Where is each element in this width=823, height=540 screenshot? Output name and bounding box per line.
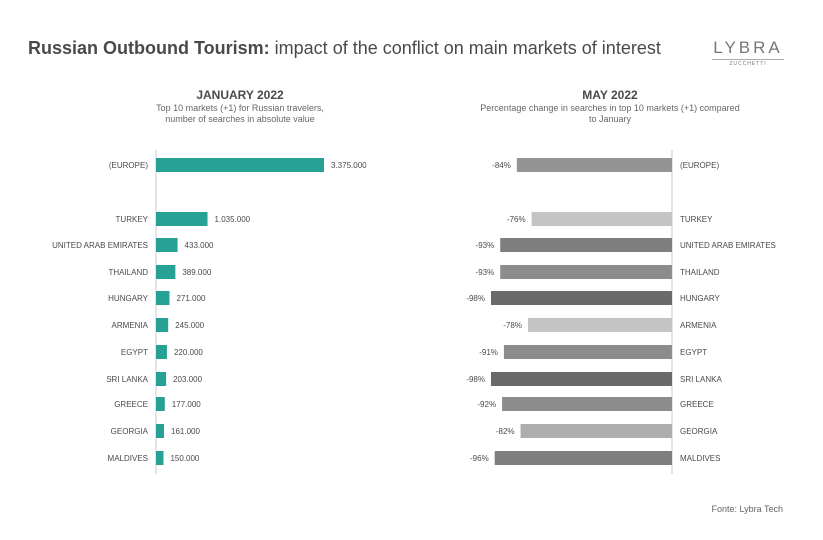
left-chart-title: JANUARY 2022 [196, 88, 284, 102]
right-value-label: -82% [496, 427, 515, 436]
left-category-label: HUNGARY [108, 294, 149, 303]
right-category-label: THAILAND [680, 268, 720, 277]
left-value-label: 177.000 [172, 400, 201, 409]
left-category-label: UNITED ARAB EMIRATES [52, 241, 148, 250]
left-category-label: (EUROPE) [109, 161, 148, 170]
right-bar [527, 318, 672, 332]
right-value-label: -78% [503, 321, 522, 330]
right-category-label: GREECE [680, 400, 714, 409]
right-value-label: -91% [479, 348, 498, 357]
page-title: Russian Outbound Tourism: impact of the … [28, 38, 661, 59]
left-bar [156, 451, 164, 465]
right-value-label: -98% [466, 294, 485, 303]
right-chart-subtitle: Percentage change in searches in top 10 … [455, 103, 765, 125]
right-value-label: -93% [476, 268, 495, 277]
logo-sub: ZUCCHETTI [712, 59, 784, 67]
right-bar [520, 424, 672, 438]
right-bar [502, 397, 672, 411]
right-value-label: -93% [476, 241, 495, 250]
source-note: Fonte: Lybra Tech [711, 504, 783, 514]
left-bar [156, 238, 178, 252]
right-value-label: -92% [477, 400, 496, 409]
left-value-label: 203.000 [173, 375, 202, 384]
left-bar [156, 372, 167, 386]
right-category-label: ARMENIA [680, 321, 717, 330]
right-bar [491, 372, 672, 386]
left-chart-subtitle: Top 10 markets (+1) for Russian traveler… [110, 103, 370, 125]
left-value-label: 161.000 [171, 427, 200, 436]
left-bar [156, 291, 170, 305]
right-category-label: EGYPT [680, 348, 707, 357]
left-value-label: 220.000 [174, 348, 203, 357]
right-bar [500, 265, 672, 279]
right-value-label: -76% [507, 215, 526, 224]
right-category-label: SRI LANKA [680, 375, 722, 384]
right-value-label: -98% [466, 375, 485, 384]
left-subtitle-line2: number of searches in absolute value [165, 114, 315, 124]
left-category-label: EGYPT [121, 348, 148, 357]
left-category-label: GREECE [114, 400, 148, 409]
right-chart-title: MAY 2022 [582, 88, 638, 102]
left-value-label: 150.000 [170, 454, 199, 463]
left-bar [156, 158, 324, 172]
right-bar [494, 451, 672, 465]
right-value-label: -96% [470, 454, 489, 463]
left-bar [156, 345, 167, 359]
right-category-label: TURKEY [680, 215, 713, 224]
right-subtitle-line1: Percentage change in searches in top 10 … [480, 103, 740, 113]
left-category-label: TURKEY [116, 215, 149, 224]
left-category-label: MALDIVES [108, 454, 148, 463]
right-category-label: GEORGIA [680, 427, 718, 436]
right-bar [500, 238, 672, 252]
left-category-label: GEORGIA [111, 427, 149, 436]
left-bar [156, 424, 165, 438]
left-bar [156, 265, 176, 279]
left-category-label: THAILAND [108, 268, 148, 277]
title-rest: impact of the conflict on main markets o… [274, 38, 661, 58]
left-value-label: 389.000 [182, 268, 211, 277]
left-category-label: ARMENIA [112, 321, 149, 330]
left-category-label: SRI LANKA [106, 375, 148, 384]
right-value-label: -84% [492, 161, 511, 170]
title-bold: Russian Outbound Tourism: [28, 38, 270, 58]
left-subtitle-line1: Top 10 markets (+1) for Russian traveler… [156, 103, 324, 113]
right-bar [531, 212, 672, 226]
right-bar [516, 158, 672, 172]
left-bar [156, 397, 165, 411]
right-bar [503, 345, 672, 359]
right-category-label: UNITED ARAB EMIRATES [680, 241, 776, 250]
left-bar [156, 212, 208, 226]
left-value-label: 245.000 [175, 321, 204, 330]
right-category-label: HUNGARY [680, 294, 721, 303]
lybra-logo: LYBRA ZUCCHETTI [712, 38, 784, 67]
right-subtitle-line2: to January [588, 114, 632, 124]
logo-main: LYBRA [713, 38, 783, 57]
left-value-label: 1.035.000 [215, 215, 251, 224]
left-value-label: 433.000 [185, 241, 214, 250]
left-bar [156, 318, 169, 332]
right-bar [491, 291, 672, 305]
right-category-label: (EUROPE) [680, 161, 719, 170]
right-category-label: MALDIVES [680, 454, 720, 463]
left-value-label: 271.000 [176, 294, 205, 303]
left-value-label: 3.375.000 [331, 161, 367, 170]
